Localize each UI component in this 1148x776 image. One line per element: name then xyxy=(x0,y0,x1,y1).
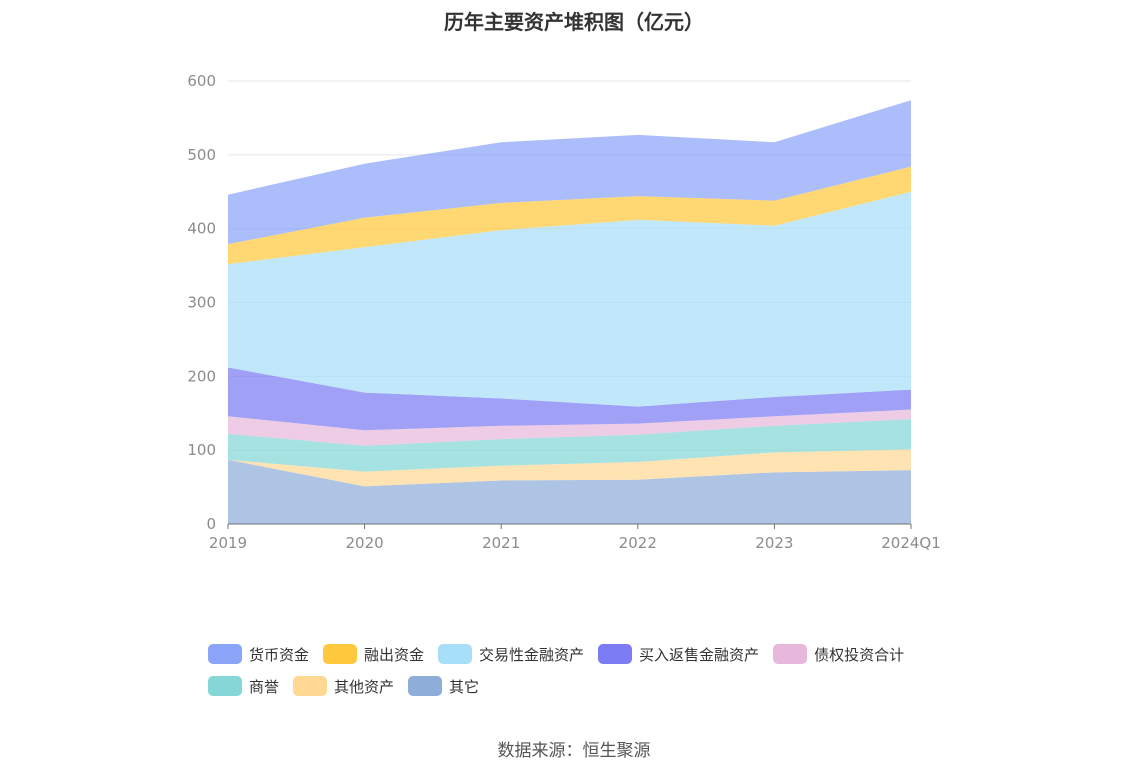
legend-label: 融出资金 xyxy=(364,645,425,664)
legend-swatch xyxy=(773,644,808,664)
legend-label: 货币资金 xyxy=(249,645,310,664)
area-series xyxy=(228,100,911,245)
y-tick-label: 200 xyxy=(187,367,216,385)
y-tick-label: 0 xyxy=(206,515,216,533)
y-tick-label: 400 xyxy=(187,220,216,238)
area-series xyxy=(228,191,911,407)
legend-item[interactable]: 商誉 xyxy=(208,676,279,697)
legend-swatch xyxy=(598,644,633,664)
legend-swatch xyxy=(438,644,473,664)
y-tick-label: 300 xyxy=(187,294,216,312)
legend-item[interactable]: 其它 xyxy=(408,676,479,697)
area-series xyxy=(228,166,911,265)
x-tick-label: 2024Q1 xyxy=(881,534,941,552)
legend-label: 债权投资合计 xyxy=(814,645,905,664)
area-series xyxy=(228,367,911,431)
stacked-area-chart: 0 100 200 300 400 500 600 2019 2020 2021 2022 2023 2… xyxy=(187,72,940,552)
legend-item[interactable]: 交易性金融资产 xyxy=(438,644,584,665)
area-series xyxy=(228,409,911,446)
legend-item[interactable]: 货币资金 xyxy=(208,644,309,665)
legend-swatch xyxy=(208,676,242,696)
legend-row: 货币资金 融出资金 交易性金融资产 买入返售金融资产 债权投资合计 xyxy=(208,638,968,670)
legend-swatch xyxy=(408,676,443,696)
legend-swatch xyxy=(208,644,242,664)
area-series xyxy=(228,100,911,524)
data-source: 数据来源：恒生聚源 xyxy=(497,741,651,761)
x-tick-label: 2022 xyxy=(619,534,657,552)
legend-item[interactable]: 其他资产 xyxy=(293,676,394,697)
legend-label: 其它 xyxy=(449,677,480,696)
legend: 货币资金 融出资金 交易性金融资产 买入返售金融资产 债权投资合计 商誉 其他资产 其它 xyxy=(208,638,968,702)
legend-item[interactable]: 债权投资合计 xyxy=(773,644,904,665)
legend-swatch xyxy=(323,644,358,664)
chart-title: 历年主要资产堆积图（亿元） xyxy=(444,10,704,34)
y-tick-label: 500 xyxy=(187,146,216,164)
legend-row: 商誉 其他资产 其它 xyxy=(208,670,968,702)
legend-item[interactable]: 融出资金 xyxy=(323,644,424,665)
axes: 0 100 200 300 400 500 600 2019 2020 2021 2022 2023 2… xyxy=(187,72,940,552)
legend-label: 买入返售金融资产 xyxy=(639,645,760,664)
x-tick-label: 2020 xyxy=(346,534,384,552)
x-tick-label: 2023 xyxy=(755,534,793,552)
x-tick-label: 2021 xyxy=(482,534,520,552)
legend-swatch xyxy=(293,676,328,696)
legend-label: 商誉 xyxy=(249,677,280,696)
y-tick-label: 600 xyxy=(187,72,216,90)
legend-label: 交易性金融资产 xyxy=(479,645,585,664)
area-series xyxy=(228,459,911,524)
x-tick-label: 2019 xyxy=(209,534,247,552)
area-series xyxy=(228,419,911,472)
area-series xyxy=(228,449,911,487)
y-tick-label: 100 xyxy=(187,441,216,459)
legend-label: 其他资产 xyxy=(334,677,395,696)
legend-item[interactable]: 买入返售金融资产 xyxy=(598,644,759,665)
